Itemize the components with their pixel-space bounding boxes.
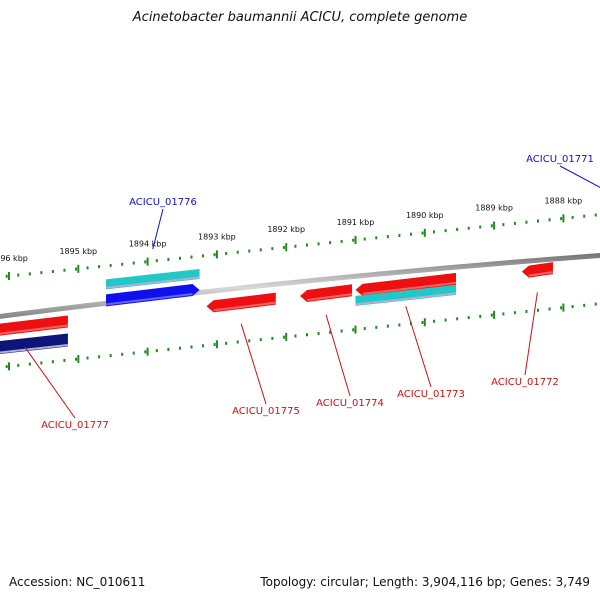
genome-backbone: [0, 253, 600, 319]
inner-tick-track: [5, 302, 597, 371]
gene-leader-line: [325, 314, 351, 397]
gene-leader-line: [24, 346, 76, 419]
gene-leader-line: [152, 208, 164, 250]
topology-separator: ;: [364, 575, 373, 589]
tick-label: 1889 kbp: [475, 204, 513, 213]
feature-label-layer: ACICU_01771 ACICU_01772 ACICU_01773 ACICU_0…: [24, 154, 600, 431]
gene-arrow-acicu_01772-highlight: [528, 271, 554, 277]
gene-arrow-acicu_01777-highlight: [0, 324, 69, 335]
gene-label: ACICU_01775: [232, 406, 300, 417]
length-separator: ;: [501, 575, 510, 589]
topology-label: Topology:: [260, 575, 317, 589]
rna-feature-block-edge: [355, 292, 457, 306]
gene-arrow-acicu_01772: [521, 262, 554, 278]
tick-label: 1888 kbp: [545, 196, 583, 205]
gene-arrow-acicu_01773-highlight: [362, 281, 457, 295]
tick-label: 1890 kbp: [406, 211, 444, 220]
length-value: 3,904,116 bp: [421, 575, 502, 589]
gene-arrow-acicu_01777: [0, 315, 68, 336]
accession-label: Accession:: [9, 575, 73, 589]
accession-value: NC_010611: [76, 575, 146, 589]
tick-label: 1896 kbp: [0, 254, 28, 263]
gene-label: ACICU_01774: [316, 398, 384, 409]
gene-leader-line: [240, 323, 267, 405]
map-title: Acinetobacter baumannii ACICU, complete …: [132, 10, 468, 25]
tick-label: 1892 kbp: [267, 225, 305, 234]
gene-arrow-acicu_01775-highlight: [213, 301, 276, 312]
gene-arrow-acicu_01773: [355, 272, 456, 296]
genes-value: 3,749: [555, 575, 590, 589]
tick-label: 1891 kbp: [337, 218, 375, 227]
gene-arrow-acicu_01774: [300, 284, 353, 302]
gene-label: ACICU_01771: [526, 154, 594, 165]
accession-info: Accession: NC_010611: [9, 575, 145, 589]
rna-feature-block-edge: [105, 276, 200, 289]
gene-label: ACICU_01772: [491, 377, 559, 388]
topology-value: circular: [320, 575, 365, 589]
tick-label: 1893 kbp: [198, 232, 236, 241]
gene-arrow-acicu_01776-highlight: [105, 293, 193, 306]
gene-arrow-acicu_01776: [106, 284, 200, 307]
gene-arrow-acicu_01775: [206, 292, 276, 313]
gene-label: ACICU_01777: [41, 420, 109, 431]
gene-leader-line: [559, 165, 600, 188]
outer-tick-track: 1896 kbp 1895 kbp 1894 kbp 1893 kbp 1892 kbp…: [0, 196, 597, 281]
genome-summary: Topology: circular; Length: 3,904,116 bp…: [260, 575, 590, 589]
gene-arrow-acicu_01774-highlight: [306, 293, 353, 301]
gene-label: ACICU_01773: [397, 389, 465, 400]
genes-label: Genes:: [509, 575, 552, 589]
dark-feature-block: [0, 333, 68, 354]
dark-feature-block-edge: [0, 344, 69, 354]
gene-leader-line: [524, 292, 538, 376]
length-label: Length:: [372, 575, 419, 589]
feature-layer: [0, 262, 554, 354]
gene-leader-line: [405, 306, 432, 388]
tick-label: 1895 kbp: [59, 247, 97, 256]
gene-label: ACICU_01776: [129, 197, 197, 208]
tick-label: 1894 kbp: [129, 240, 167, 249]
